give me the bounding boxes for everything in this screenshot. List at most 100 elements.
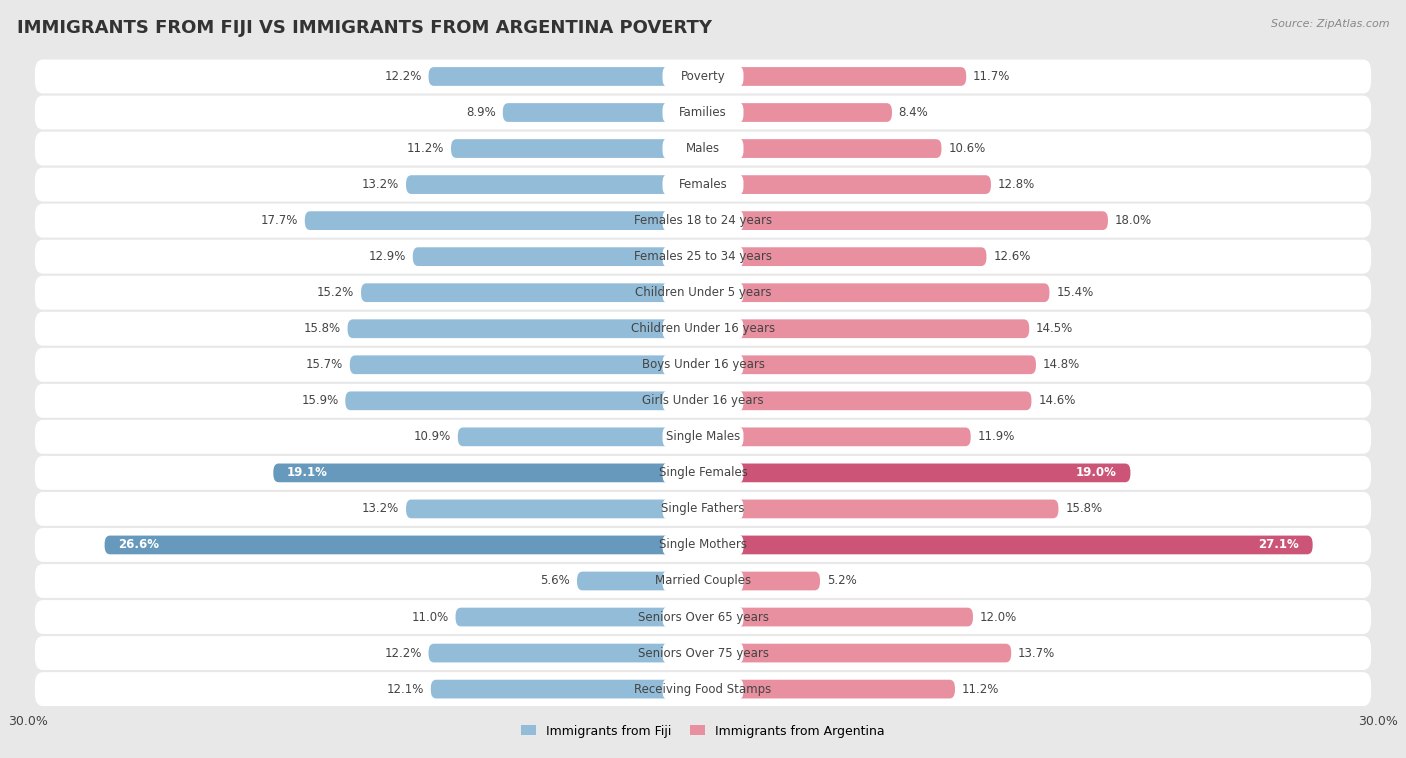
FancyBboxPatch shape: [35, 636, 1371, 670]
FancyBboxPatch shape: [703, 103, 891, 122]
Text: 13.2%: 13.2%: [363, 503, 399, 515]
FancyBboxPatch shape: [406, 175, 703, 194]
Text: 12.8%: 12.8%: [998, 178, 1035, 191]
FancyBboxPatch shape: [703, 211, 1108, 230]
Text: 15.4%: 15.4%: [1056, 287, 1094, 299]
Text: 12.6%: 12.6%: [993, 250, 1031, 263]
FancyBboxPatch shape: [703, 463, 1130, 482]
Text: 5.6%: 5.6%: [540, 575, 571, 587]
Text: 11.0%: 11.0%: [412, 610, 449, 624]
Text: 12.9%: 12.9%: [368, 250, 406, 263]
FancyBboxPatch shape: [35, 348, 1371, 382]
Text: Females 18 to 24 years: Females 18 to 24 years: [634, 214, 772, 227]
FancyBboxPatch shape: [406, 500, 703, 518]
FancyBboxPatch shape: [662, 534, 744, 556]
Text: Families: Families: [679, 106, 727, 119]
FancyBboxPatch shape: [458, 428, 703, 446]
FancyBboxPatch shape: [662, 679, 744, 700]
Text: 15.9%: 15.9%: [301, 394, 339, 407]
FancyBboxPatch shape: [305, 211, 703, 230]
FancyBboxPatch shape: [662, 499, 744, 519]
FancyBboxPatch shape: [430, 680, 703, 698]
FancyBboxPatch shape: [703, 428, 970, 446]
FancyBboxPatch shape: [35, 420, 1371, 454]
FancyBboxPatch shape: [703, 644, 1011, 662]
Legend: Immigrants from Fiji, Immigrants from Argentina: Immigrants from Fiji, Immigrants from Ar…: [516, 719, 890, 743]
Text: Poverty: Poverty: [681, 70, 725, 83]
FancyBboxPatch shape: [350, 356, 703, 374]
FancyBboxPatch shape: [346, 391, 703, 410]
Text: 12.0%: 12.0%: [980, 610, 1017, 624]
Text: 15.8%: 15.8%: [1066, 503, 1102, 515]
Text: 14.5%: 14.5%: [1036, 322, 1073, 335]
FancyBboxPatch shape: [35, 60, 1371, 93]
FancyBboxPatch shape: [35, 672, 1371, 706]
Text: 11.7%: 11.7%: [973, 70, 1011, 83]
Text: Single Mothers: Single Mothers: [659, 538, 747, 552]
Text: 12.2%: 12.2%: [384, 647, 422, 659]
Text: Source: ZipAtlas.com: Source: ZipAtlas.com: [1271, 19, 1389, 29]
Text: 14.6%: 14.6%: [1038, 394, 1076, 407]
Text: Children Under 16 years: Children Under 16 years: [631, 322, 775, 335]
FancyBboxPatch shape: [35, 240, 1371, 274]
FancyBboxPatch shape: [662, 138, 744, 159]
FancyBboxPatch shape: [662, 355, 744, 375]
FancyBboxPatch shape: [703, 175, 991, 194]
Text: Receiving Food Stamps: Receiving Food Stamps: [634, 683, 772, 696]
Text: 14.8%: 14.8%: [1043, 359, 1080, 371]
Text: Single Males: Single Males: [666, 431, 740, 443]
FancyBboxPatch shape: [361, 283, 703, 302]
FancyBboxPatch shape: [662, 246, 744, 267]
Text: Single Fathers: Single Fathers: [661, 503, 745, 515]
FancyBboxPatch shape: [576, 572, 703, 590]
FancyBboxPatch shape: [662, 462, 744, 483]
FancyBboxPatch shape: [703, 500, 1059, 518]
Text: Married Couples: Married Couples: [655, 575, 751, 587]
FancyBboxPatch shape: [35, 312, 1371, 346]
FancyBboxPatch shape: [662, 390, 744, 411]
FancyBboxPatch shape: [35, 492, 1371, 526]
Text: 10.6%: 10.6%: [948, 142, 986, 155]
Text: 18.0%: 18.0%: [1115, 214, 1152, 227]
FancyBboxPatch shape: [35, 96, 1371, 130]
Text: 19.0%: 19.0%: [1076, 466, 1116, 479]
Text: Girls Under 16 years: Girls Under 16 years: [643, 394, 763, 407]
Text: 15.7%: 15.7%: [307, 359, 343, 371]
FancyBboxPatch shape: [35, 204, 1371, 237]
FancyBboxPatch shape: [662, 427, 744, 447]
FancyBboxPatch shape: [347, 319, 703, 338]
Text: Females 25 to 34 years: Females 25 to 34 years: [634, 250, 772, 263]
FancyBboxPatch shape: [662, 318, 744, 339]
FancyBboxPatch shape: [273, 463, 703, 482]
FancyBboxPatch shape: [35, 168, 1371, 202]
Text: 17.7%: 17.7%: [260, 214, 298, 227]
FancyBboxPatch shape: [35, 456, 1371, 490]
FancyBboxPatch shape: [662, 643, 744, 663]
FancyBboxPatch shape: [662, 174, 744, 195]
Text: 15.8%: 15.8%: [304, 322, 340, 335]
FancyBboxPatch shape: [703, 67, 966, 86]
Text: 11.2%: 11.2%: [406, 142, 444, 155]
FancyBboxPatch shape: [35, 276, 1371, 309]
FancyBboxPatch shape: [662, 283, 744, 303]
Text: 13.7%: 13.7%: [1018, 647, 1054, 659]
FancyBboxPatch shape: [703, 680, 955, 698]
Text: 19.1%: 19.1%: [287, 466, 328, 479]
Text: 13.2%: 13.2%: [363, 178, 399, 191]
Text: Boys Under 16 years: Boys Under 16 years: [641, 359, 765, 371]
Text: 12.2%: 12.2%: [384, 70, 422, 83]
FancyBboxPatch shape: [104, 536, 703, 554]
FancyBboxPatch shape: [662, 66, 744, 86]
Text: 26.6%: 26.6%: [118, 538, 159, 552]
FancyBboxPatch shape: [35, 600, 1371, 634]
FancyBboxPatch shape: [429, 644, 703, 662]
FancyBboxPatch shape: [662, 102, 744, 123]
Text: Single Females: Single Females: [658, 466, 748, 479]
Text: 12.1%: 12.1%: [387, 683, 425, 696]
FancyBboxPatch shape: [429, 67, 703, 86]
FancyBboxPatch shape: [703, 247, 987, 266]
FancyBboxPatch shape: [703, 319, 1029, 338]
FancyBboxPatch shape: [35, 528, 1371, 562]
FancyBboxPatch shape: [703, 536, 1313, 554]
FancyBboxPatch shape: [413, 247, 703, 266]
